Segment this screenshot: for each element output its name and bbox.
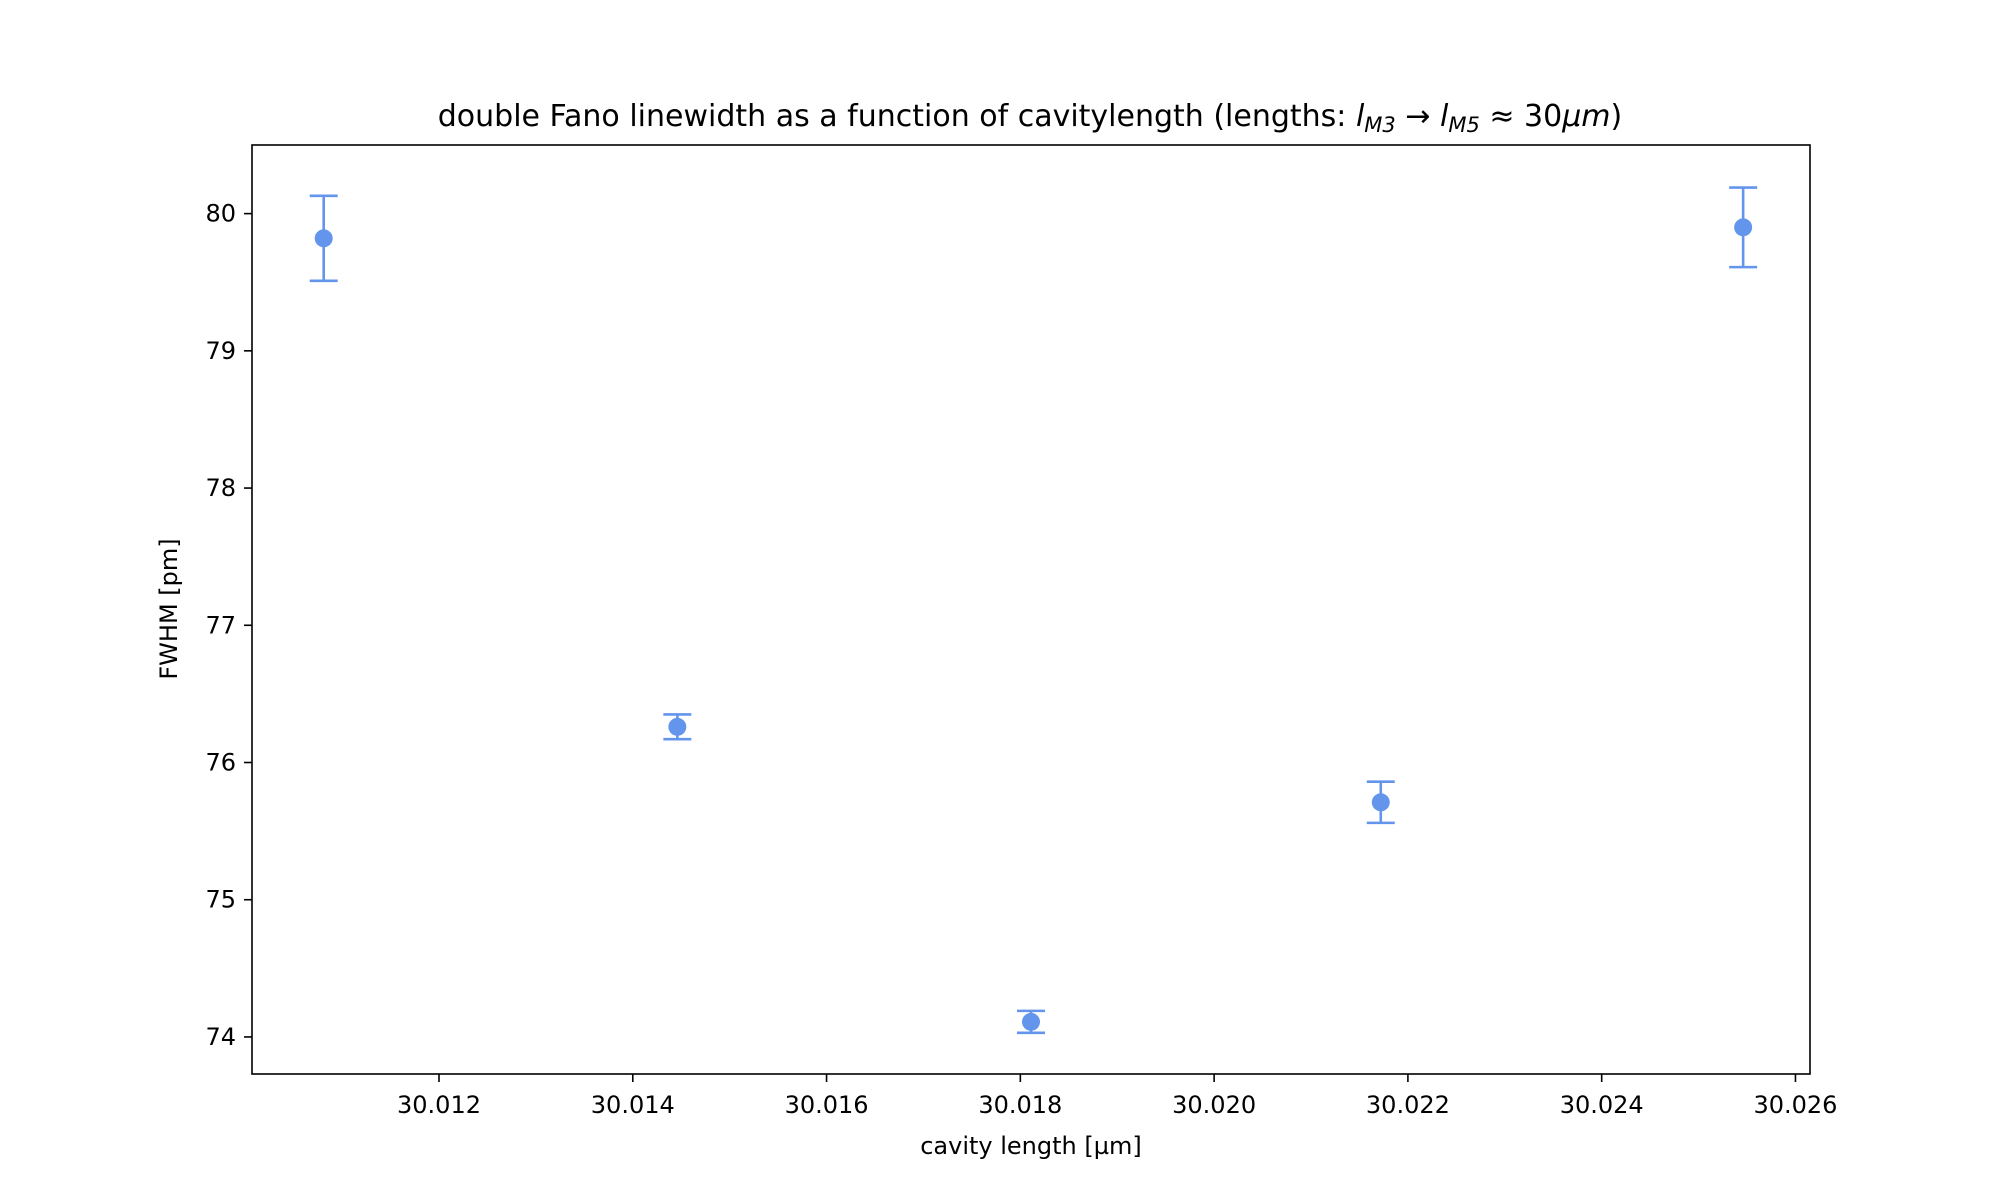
data-marker [1371, 793, 1390, 812]
data-point [309, 194, 338, 283]
data-marker [668, 717, 687, 736]
y-tick-label: 79 [205, 337, 236, 365]
data-point [663, 713, 692, 741]
x-tick-label: 30.012 [397, 1091, 481, 1119]
y-tick-label: 76 [205, 749, 236, 777]
y-tick-label: 80 [205, 200, 236, 228]
y-axis-label: FWHM [pm] [155, 538, 183, 679]
x-axis-label: cavity length [µm] [920, 1132, 1142, 1160]
data-point [1017, 1009, 1045, 1035]
data-point [1729, 186, 1758, 269]
x-tick-label: 30.026 [1753, 1091, 1837, 1119]
plot-frame [251, 144, 1811, 1075]
chart-title: double Fano linewidth as a function of c… [438, 99, 1623, 137]
data-marker [1022, 1012, 1040, 1031]
y-tick-label: 75 [205, 886, 236, 914]
y-tick-label: 77 [205, 611, 236, 639]
data-marker [314, 229, 333, 248]
x-axis: 30.012 30.014 30.016 30.018 30.020 30.022 30.0… [397, 1074, 1837, 1119]
x-tick-label: 30.016 [785, 1091, 869, 1119]
x-tick-label: 30.020 [1172, 1091, 1256, 1119]
data-point [1366, 780, 1395, 825]
data-series [309, 186, 1758, 1035]
y-tick-label: 74 [205, 1023, 236, 1051]
y-tick-label: 78 [205, 474, 236, 502]
x-tick-label: 30.022 [1366, 1091, 1450, 1119]
x-tick-label: 30.024 [1560, 1091, 1644, 1119]
data-marker [1734, 218, 1753, 237]
y-axis: 74 75 76 77 78 79 80 [205, 200, 252, 1051]
x-tick-label: 30.014 [591, 1091, 675, 1119]
x-tick-label: 30.018 [978, 1091, 1062, 1119]
